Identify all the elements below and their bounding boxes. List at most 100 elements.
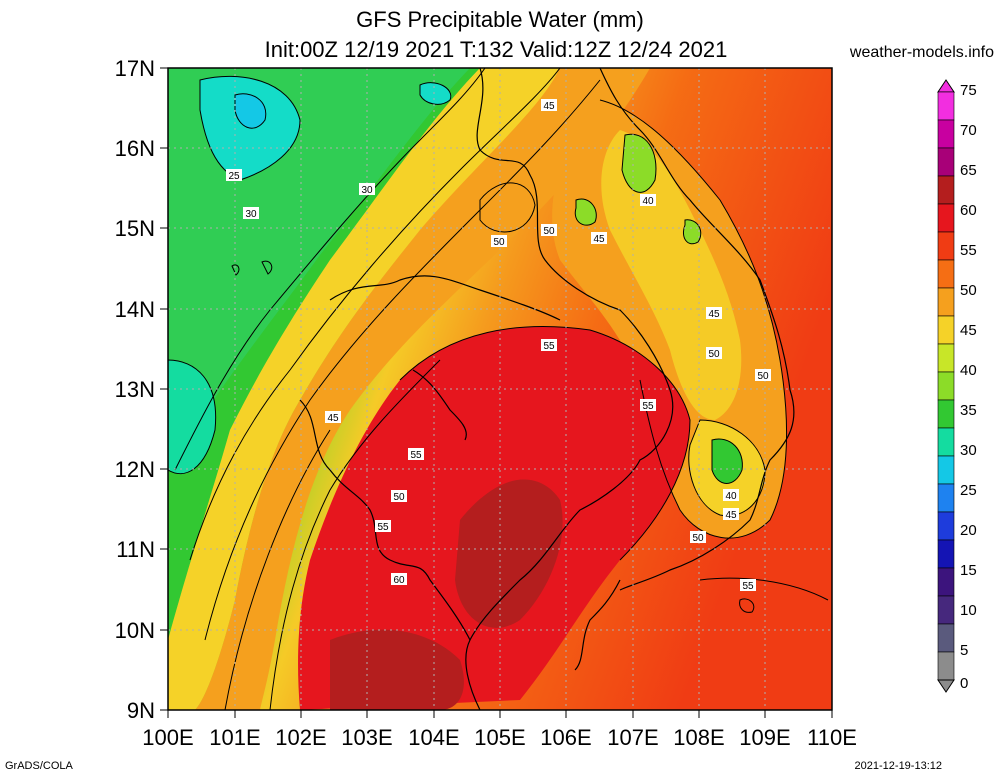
contour-label: 50 xyxy=(690,531,706,544)
colorbar-swatch xyxy=(937,175,955,205)
contour-label: 55 xyxy=(375,520,391,533)
contour-label: 50 xyxy=(491,235,507,248)
coastline-borders xyxy=(299,68,795,710)
lat-label: 17N xyxy=(115,56,155,81)
colorbar-swatch xyxy=(937,259,955,289)
lon-label: 104E xyxy=(408,725,459,750)
lon-label: 109E xyxy=(739,725,790,750)
colorbar-swatch xyxy=(937,539,955,569)
contour-label: 50 xyxy=(706,347,722,360)
site-label[interactable]: weather-models.info xyxy=(849,44,994,61)
svg-text:45: 45 xyxy=(327,413,339,424)
svg-text:30: 30 xyxy=(361,185,373,196)
lat-label: 16N xyxy=(115,136,155,161)
colorbar-label: 35 xyxy=(960,402,977,419)
colorbar-top-arrow xyxy=(937,79,955,93)
colorbar-swatch xyxy=(937,399,955,429)
map-subtitle: Init:00Z 12/19 2021 T:132 Valid:12Z 12/2… xyxy=(264,37,728,62)
lon-label: 103E xyxy=(341,725,392,750)
map-title: GFS Precipitable Water (mm) xyxy=(356,7,644,32)
timestamp-label: 2021-12-19-13:12 xyxy=(854,760,942,772)
colorbar-swatch xyxy=(937,651,955,681)
lon-label: 100E xyxy=(142,725,193,750)
contour-label: 30 xyxy=(359,183,375,196)
contour-label: 45 xyxy=(541,99,557,112)
colorbar-label: 55 xyxy=(960,242,977,259)
colorbar-swatch xyxy=(937,343,955,373)
svg-text:45: 45 xyxy=(708,309,720,320)
svg-text:45: 45 xyxy=(593,234,605,245)
lat-label: 12N xyxy=(115,457,155,482)
colorbar-bottom-arrow xyxy=(937,679,955,693)
svg-text:55: 55 xyxy=(377,522,389,533)
svg-text:55: 55 xyxy=(410,450,422,461)
svg-text:50: 50 xyxy=(692,533,704,544)
colorbar-label: 60 xyxy=(960,202,977,219)
contour-lines xyxy=(168,68,829,710)
svg-text:45: 45 xyxy=(725,510,737,521)
svg-text:50: 50 xyxy=(493,237,505,248)
colorbar-swatch xyxy=(937,119,955,149)
contour-label: 30 xyxy=(243,207,259,220)
lon-label: 102E xyxy=(275,725,326,750)
svg-text:50: 50 xyxy=(708,349,720,360)
colorbar-label: 40 xyxy=(960,362,977,379)
lon-label: 106E xyxy=(540,725,591,750)
colorbar-label: 65 xyxy=(960,162,977,179)
contour-label: 55 xyxy=(640,399,656,412)
colorbar-swatch xyxy=(937,371,955,401)
colorbar-swatch xyxy=(937,595,955,625)
longitude-labels: 100E 101E 102E 103E 104E 105E 106E 107E … xyxy=(142,725,857,750)
contour-label: 45 xyxy=(591,232,607,245)
colorbar-swatch xyxy=(937,623,955,653)
colorbar-label: 75 xyxy=(960,82,977,99)
colorbar-label: 20 xyxy=(960,522,977,539)
colorbar-labels: 75 70 65 60 55 50 45 40 35 30 25 20 15 1… xyxy=(960,82,977,692)
colorbar-label: 0 xyxy=(960,675,968,692)
svg-text:50: 50 xyxy=(543,226,555,237)
colorbar-swatch xyxy=(937,203,955,233)
svg-text:40: 40 xyxy=(725,491,737,502)
colorbar-swatch xyxy=(937,427,955,457)
lon-label: 110E xyxy=(807,725,857,750)
contour-label: 55 xyxy=(408,448,424,461)
svg-text:55: 55 xyxy=(742,581,754,592)
colorbar-label: 5 xyxy=(960,642,968,659)
lon-label: 105E xyxy=(474,725,525,750)
lon-label: 108E xyxy=(673,725,724,750)
colorbar-swatch xyxy=(937,91,955,121)
svg-text:45: 45 xyxy=(543,101,555,112)
colorbar-label: 15 xyxy=(960,562,977,579)
latitude-labels: 17N 16N 15N 14N 13N 12N 11N 10N 9N xyxy=(115,56,155,723)
lon-label: 107E xyxy=(607,725,658,750)
lon-label: 101E xyxy=(209,725,260,750)
colorbar-label: 45 xyxy=(960,322,977,339)
colorbar-swatch xyxy=(937,147,955,177)
colorbar-swatch xyxy=(937,231,955,261)
colorbar-swatch xyxy=(937,483,955,513)
lat-label: 9N xyxy=(127,698,155,723)
contour-labels: 25 30 30 45 40 50 50 45 45 50 55 50 55 4… xyxy=(226,99,771,592)
colorbar-label: 70 xyxy=(960,122,977,139)
contour-label: 55 xyxy=(541,339,557,352)
svg-text:55: 55 xyxy=(642,401,654,412)
colorbar-swatch xyxy=(937,511,955,541)
lat-label: 13N xyxy=(115,377,155,402)
colorbar-label: 10 xyxy=(960,602,977,619)
colorbar xyxy=(937,79,955,693)
svg-text:40: 40 xyxy=(642,196,654,207)
tick-marks xyxy=(160,67,833,718)
contour-label: 60 xyxy=(391,573,407,586)
lat-label: 15N xyxy=(115,216,155,241)
contour-label: 50 xyxy=(755,369,771,382)
contour-label: 50 xyxy=(391,490,407,503)
contour-label: 55 xyxy=(740,579,756,592)
contour-label: 50 xyxy=(541,224,557,237)
lat-label: 14N xyxy=(115,297,155,322)
colorbar-swatch xyxy=(937,315,955,345)
colorbar-label: 25 xyxy=(960,482,977,499)
contour-label: 25 xyxy=(226,169,242,182)
colorbar-swatch xyxy=(937,455,955,485)
contour-label: 40 xyxy=(723,489,739,502)
svg-text:25: 25 xyxy=(228,171,240,182)
